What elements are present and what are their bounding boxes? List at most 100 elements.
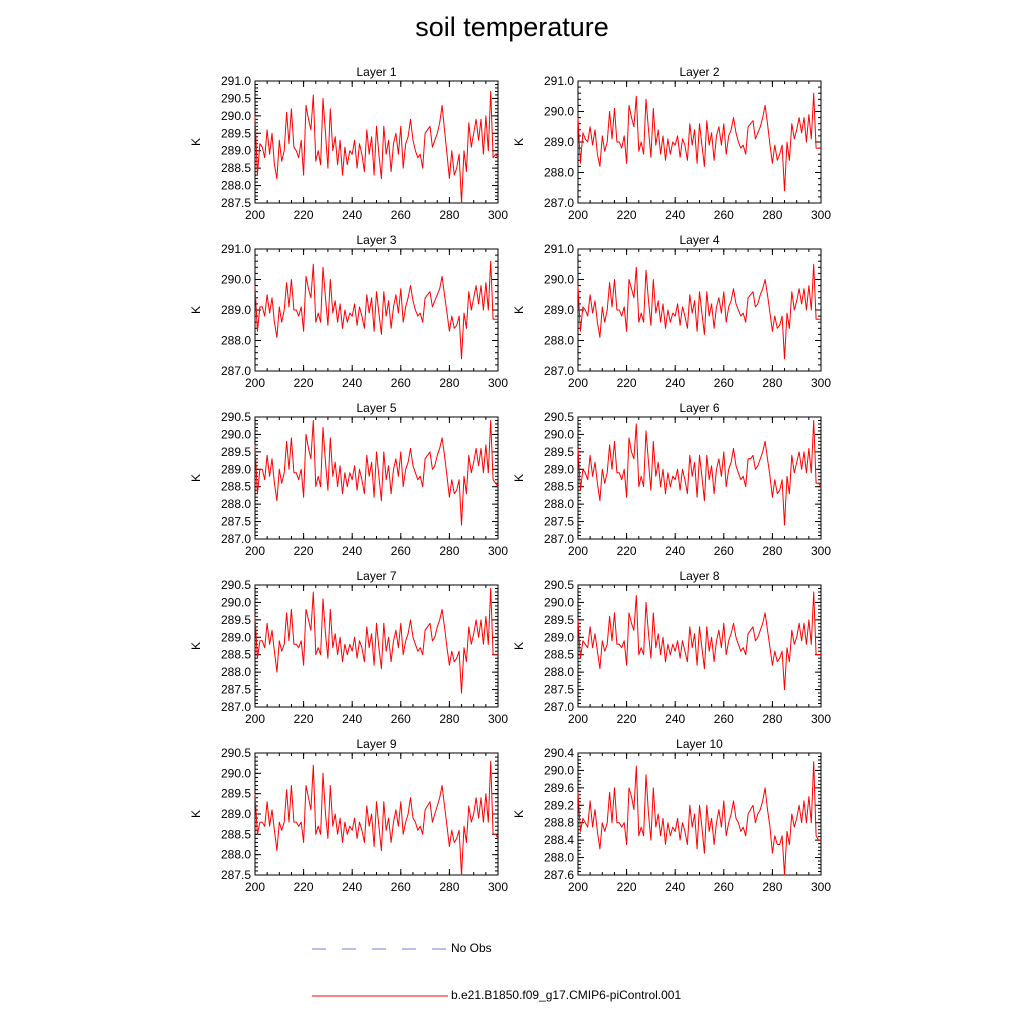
x-tick-label: 300: [488, 544, 508, 558]
y-tick-label: 289.0: [544, 630, 574, 644]
y-tick-label: 289.5: [221, 445, 251, 459]
y-tick-label: 288.5: [221, 480, 251, 494]
y-tick-label: 290.0: [221, 766, 251, 780]
y-tick-label: 289.0: [544, 462, 574, 476]
y-tick-label: 289.6: [544, 781, 574, 795]
x-tick-label: 280: [762, 208, 782, 222]
y-tick-label: 291.0: [544, 74, 574, 88]
y-tick-label: 288.0: [544, 665, 574, 679]
x-tick-label: 260: [391, 880, 411, 894]
y-tick-label: 290.0: [544, 273, 574, 287]
y-tick-label: 288.5: [221, 648, 251, 662]
x-tick-label: 200: [245, 376, 265, 390]
x-tick-label: 260: [391, 544, 411, 558]
x-tick-label: 280: [439, 712, 459, 726]
y-tick-label: 287.5: [221, 868, 251, 882]
x-tick-label: 220: [294, 376, 314, 390]
y-tick-label: 289.5: [221, 126, 251, 140]
x-tick-label: 240: [665, 880, 685, 894]
x-tick-label: 280: [762, 376, 782, 390]
panel-10-series-line: [577, 761, 821, 876]
x-tick-label: 260: [391, 376, 411, 390]
y-tick-label: 287.0: [221, 364, 251, 378]
y-tick-label: 290.0: [544, 427, 574, 441]
y-tick-label: 290.5: [221, 578, 251, 592]
y-tick-label: 291.0: [221, 74, 251, 88]
x-tick-label: 240: [342, 544, 362, 558]
x-tick-label: 300: [811, 208, 831, 222]
y-tick-label: 288.0: [544, 334, 574, 348]
x-tick-label: 200: [245, 712, 265, 726]
y-tick-label: 287.5: [544, 515, 574, 529]
panel-7-ylabel: K: [189, 642, 203, 650]
x-tick-label: 260: [391, 208, 411, 222]
x-tick-label: 240: [665, 712, 685, 726]
y-tick-label: 289.0: [221, 144, 251, 158]
y-tick-label: 290.0: [221, 595, 251, 609]
y-tick-label: 289.2: [544, 798, 574, 812]
legend-label-model: b.e21.B1850.f09_g17.CMIP6-piControl.001: [451, 988, 682, 1002]
x-tick-label: 220: [617, 880, 637, 894]
x-tick-label: 280: [762, 544, 782, 558]
y-tick-label: 291.0: [544, 242, 574, 256]
panel-9: 200 220 240 260 280 300 287.5 288.0 288.5 289.0 28…: [189, 737, 508, 894]
y-tick-label: 287.0: [221, 700, 251, 714]
x-tick-label: 200: [568, 880, 588, 894]
x-tick-label: 200: [245, 880, 265, 894]
x-tick-label: 220: [617, 544, 637, 558]
panel-1-ylabel: K: [189, 138, 203, 146]
panel-2-ylabel: K: [512, 138, 526, 146]
y-tick-label: 288.0: [544, 851, 574, 865]
y-tick-label: 287.0: [544, 364, 574, 378]
y-tick-label: 287.5: [544, 683, 574, 697]
x-tick-label: 220: [294, 712, 314, 726]
panel-6-title: Layer 6: [679, 401, 719, 415]
y-tick-label: 288.8: [544, 816, 574, 830]
y-tick-label: 290.5: [544, 578, 574, 592]
panel-9-series-line: [254, 760, 499, 876]
panel-5-series-line: [254, 420, 499, 526]
y-tick-label: 289.5: [544, 613, 574, 627]
y-tick-label: 288.5: [221, 161, 251, 175]
y-tick-label: 290.0: [221, 273, 251, 287]
panel-10-ylabel: K: [512, 810, 526, 818]
x-tick-label: 260: [714, 544, 734, 558]
x-tick-label: 260: [714, 376, 734, 390]
panel-2-series-line: [577, 92, 821, 192]
x-tick-label: 300: [488, 376, 508, 390]
y-tick-label: 291.0: [221, 242, 251, 256]
panel-1: 200 220 240 260 280 300 287.5 288.0 288.5 289.0 28…: [189, 65, 508, 222]
panel-3: 200 220 240 260 280 300 287.0 288.0 289.0 290.0 29…: [189, 233, 508, 390]
y-tick-label: 288.0: [544, 166, 574, 180]
y-tick-label: 287.5: [221, 196, 251, 210]
y-tick-label: 287.0: [544, 196, 574, 210]
x-tick-label: 220: [294, 208, 314, 222]
y-tick-label: 288.0: [221, 497, 251, 511]
y-tick-label: 290.5: [221, 410, 251, 424]
y-tick-label: 289.0: [221, 630, 251, 644]
x-tick-label: 240: [342, 208, 362, 222]
x-tick-label: 300: [488, 208, 508, 222]
y-tick-label: 289.0: [544, 135, 574, 149]
y-tick-label: 289.0: [221, 807, 251, 821]
panel-5-title: Layer 5: [356, 401, 396, 415]
y-tick-label: 289.5: [544, 445, 574, 459]
panel-5: 200 220 240 260 280 300 287.0 287.5 288.0 288.5 28…: [189, 401, 508, 558]
y-tick-label: 287.5: [221, 683, 251, 697]
x-tick-label: 260: [714, 880, 734, 894]
x-tick-label: 240: [342, 376, 362, 390]
panel-8-series-line: [577, 591, 821, 691]
x-tick-label: 260: [714, 712, 734, 726]
y-tick-label: 289.0: [544, 303, 574, 317]
panel-10-title: Layer 10: [676, 737, 723, 751]
y-tick-label: 289.0: [221, 303, 251, 317]
y-tick-label: 289.5: [221, 787, 251, 801]
x-tick-label: 200: [568, 712, 588, 726]
panel-8-title: Layer 8: [679, 569, 719, 583]
y-tick-label: 290.5: [221, 746, 251, 760]
y-tick-label: 290.0: [544, 763, 574, 777]
y-tick-label: 288.0: [221, 179, 251, 193]
x-tick-label: 220: [294, 544, 314, 558]
x-tick-label: 240: [665, 544, 685, 558]
y-tick-label: 287.6: [544, 868, 574, 882]
